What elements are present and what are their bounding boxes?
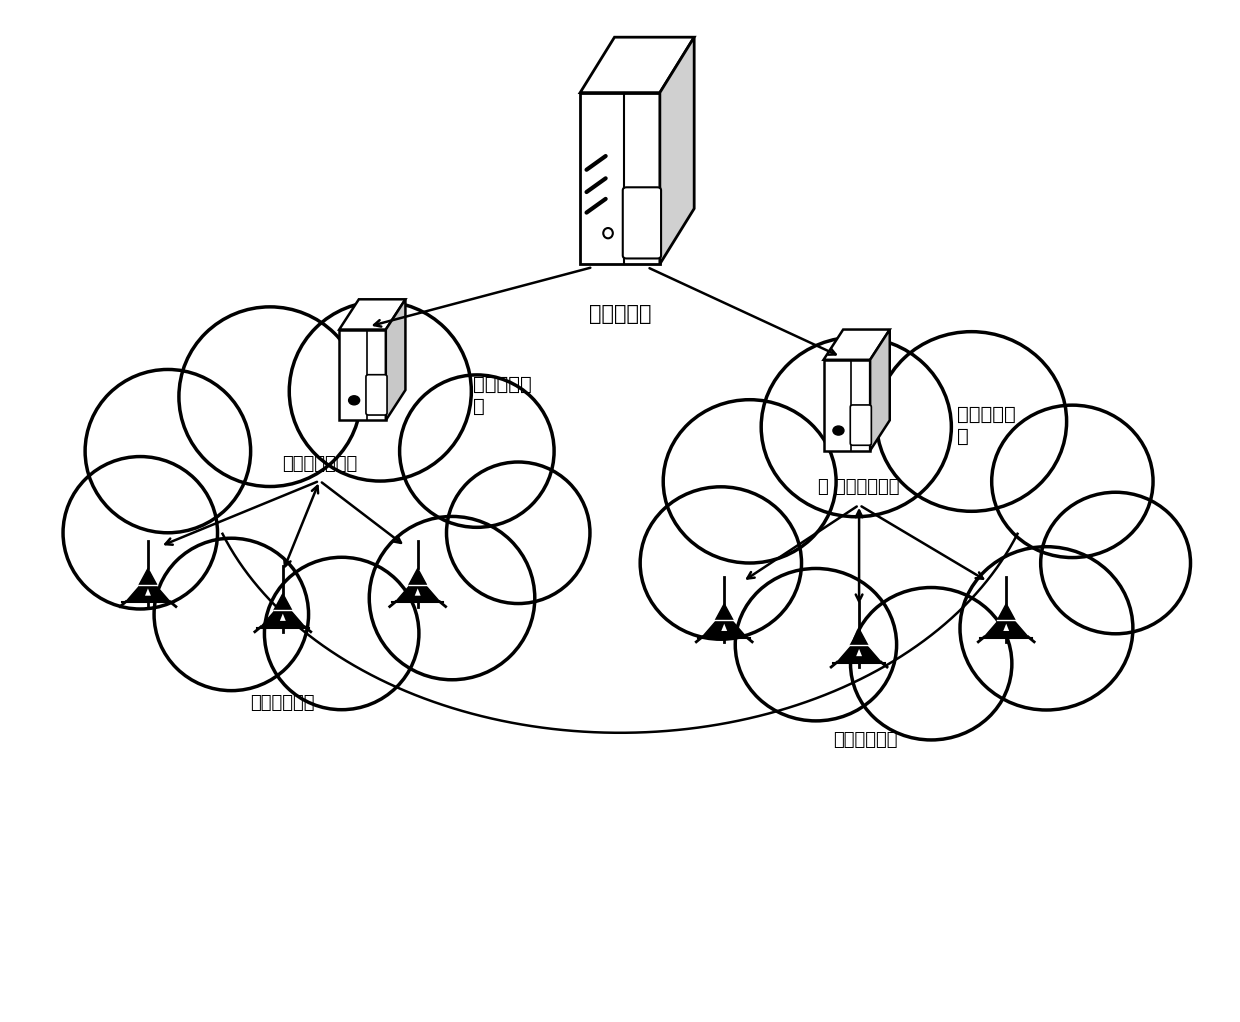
Ellipse shape <box>370 516 534 680</box>
Polygon shape <box>396 585 440 602</box>
Ellipse shape <box>154 539 309 691</box>
Ellipse shape <box>446 462 590 604</box>
Ellipse shape <box>640 486 801 639</box>
Polygon shape <box>386 299 405 420</box>
Circle shape <box>833 426 844 435</box>
Text: 第二认知系
统: 第二认知系 统 <box>957 405 1016 446</box>
Ellipse shape <box>851 588 1012 740</box>
Text: 第一数据管理器: 第一数据管理器 <box>281 455 357 473</box>
Polygon shape <box>1003 623 1009 631</box>
Polygon shape <box>851 629 868 645</box>
Ellipse shape <box>1040 493 1190 634</box>
Text: 第一认知节点: 第一认知节点 <box>250 695 315 712</box>
Polygon shape <box>660 37 694 264</box>
Ellipse shape <box>761 337 951 517</box>
Polygon shape <box>702 620 746 637</box>
Ellipse shape <box>735 568 897 721</box>
Polygon shape <box>722 623 727 631</box>
Ellipse shape <box>877 332 1066 511</box>
Ellipse shape <box>663 400 836 563</box>
FancyBboxPatch shape <box>366 375 387 415</box>
Text: 第二认知节点: 第二认知节点 <box>833 731 898 749</box>
Polygon shape <box>823 329 890 360</box>
Polygon shape <box>409 568 427 585</box>
Ellipse shape <box>63 457 217 609</box>
FancyBboxPatch shape <box>851 405 872 446</box>
Polygon shape <box>997 604 1016 620</box>
Circle shape <box>348 396 360 405</box>
Polygon shape <box>126 585 170 602</box>
Polygon shape <box>837 645 882 662</box>
Ellipse shape <box>264 557 419 709</box>
FancyBboxPatch shape <box>622 187 661 259</box>
Ellipse shape <box>960 547 1133 710</box>
Text: 第一认知系
统: 第一认知系 统 <box>472 375 532 416</box>
Polygon shape <box>985 620 1028 637</box>
Ellipse shape <box>399 375 554 527</box>
Polygon shape <box>870 329 890 451</box>
Polygon shape <box>414 589 420 596</box>
Text: 第 二数据管理器: 第 二数据管理器 <box>818 478 900 496</box>
Ellipse shape <box>179 307 361 486</box>
Polygon shape <box>274 594 291 610</box>
Polygon shape <box>340 299 405 329</box>
Polygon shape <box>260 610 305 626</box>
Polygon shape <box>823 360 870 451</box>
Ellipse shape <box>86 370 250 532</box>
Polygon shape <box>580 37 694 93</box>
Ellipse shape <box>289 301 471 481</box>
Polygon shape <box>580 93 660 264</box>
Polygon shape <box>145 589 151 596</box>
Polygon shape <box>340 329 386 420</box>
Text: 认知数据库: 认知数据库 <box>589 305 651 324</box>
Polygon shape <box>139 568 156 585</box>
Polygon shape <box>856 649 862 656</box>
Polygon shape <box>280 613 285 621</box>
Ellipse shape <box>992 405 1153 558</box>
Polygon shape <box>715 604 733 620</box>
